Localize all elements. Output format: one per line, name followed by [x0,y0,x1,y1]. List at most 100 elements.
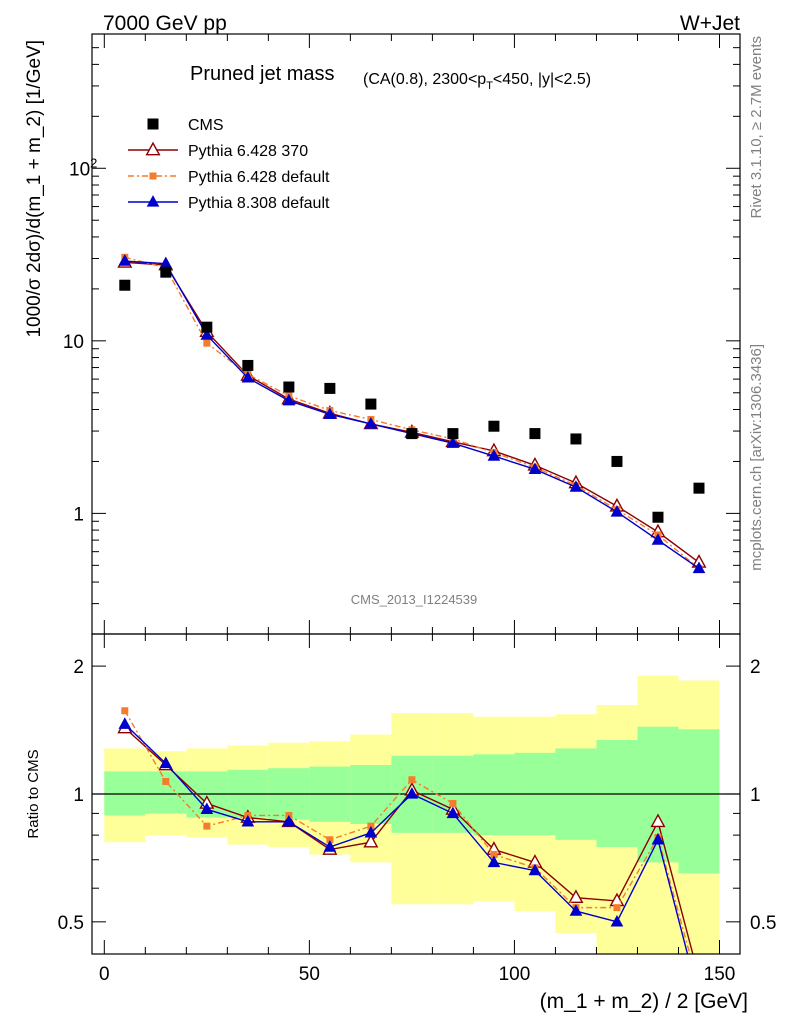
ratio-1-point [490,851,498,859]
ratio-2-point [241,814,255,827]
ratio-1-point [162,777,170,785]
y-tick-label-base: 1 [73,504,84,525]
ratio-2-point [487,855,501,868]
legend-marker-0 [147,118,159,130]
ratio-tick-label-left: 1 [73,785,84,806]
ratio-2-point [118,717,132,729]
ratio-2-point [528,863,542,876]
x-tick-label: 0 [99,964,110,985]
collision-label: 7000 GeV pp [103,12,227,35]
series-line-2 [124,260,700,569]
y-tick-label-base: 10 [69,159,90,180]
ratio-tick-label-left: 0.5 [58,913,84,934]
cms-data-point [693,482,705,494]
mcplots-label: mcplots.cern.ch [arXiv:1306.3436] [748,344,765,571]
ratio-panel: 0.5 0.5 1 1 2 2 0 50 100 150 Ratio to CMS (m_1 + … [25,633,776,1013]
ratio-0-point [650,813,666,828]
watermark: CMS_2013_I1224539 [351,592,478,607]
cms-data-point [570,433,582,445]
cms-data-point [365,398,377,410]
series-2-point [118,254,132,266]
x-axis-label: (m_1 + m_2) / 2 [GeV] [540,990,748,1013]
series-2-point [446,436,460,448]
subtitle-suffix: <450, |y|<2.5) [493,71,591,88]
rivet-label: Rivet 3.1.10, ≥ 2.7M events [748,36,765,219]
y-tick-label: 102 [69,155,97,180]
chart-title: Pruned jet mass [190,63,335,85]
cms-data-point [406,428,418,440]
series-2-point [487,449,501,461]
x-tick-label: 150 [704,964,736,985]
ratio-2-point [282,814,296,827]
series-2-point [159,256,173,269]
series-2-point [323,407,337,420]
ratio-2-point [159,756,173,769]
cms-data-point [652,511,664,523]
ratio-2-point [364,825,378,838]
cms-data-point [242,359,254,371]
series-2-point [241,370,255,383]
series-2-point [610,505,624,517]
ratio-1-point [203,822,211,830]
legend-label-2: Pythia 6.428 default [188,169,330,186]
y-axis-label: 1000/σ 2dσ)/d(m_1 + m_2) [1/GeV] [24,40,45,338]
ratio-0-point [568,889,584,904]
ratio-tick-label-right: 2 [750,657,761,678]
ratio-2-point [651,832,665,845]
series-2-point [528,462,542,475]
ratio-2-point [323,840,337,852]
series-2-point [282,393,296,406]
ratio-2-point [405,787,419,799]
chart-subtitle: (CA(0.8), 2300<pT<450, |y|<2.5) [363,71,591,92]
ratio-1-point [408,776,416,784]
process-label: W+Jet [680,12,740,35]
ratio-lines [117,707,694,954]
x-tick-label: 50 [299,964,320,985]
cms-data-point [447,428,459,440]
ratio-tick-label-right: 1 [750,785,761,806]
series-2-point [364,417,378,429]
ratio-bands [104,675,720,954]
series-2-point [200,328,214,340]
subtitle-prefix: (CA(0.8), 2300<p [363,71,486,88]
series-line-0 [124,261,700,563]
y-tick-label: 1 [73,504,84,525]
cms-data-point [529,428,541,440]
ratio-1-point [326,836,334,844]
x-tick-label: 100 [499,964,531,985]
legend-label-1: Pythia 6.428 370 [188,143,308,160]
ratio-2-point [200,802,214,815]
series-2-point [651,533,665,545]
series-2-point [692,561,706,574]
legend-label-3: Pythia 8.308 default [188,195,330,212]
subtitle-subscript: T [486,80,493,92]
ratio-2-point [446,806,460,819]
cms-data-point [488,420,500,432]
y-tick-label-exponent: 2 [90,155,97,170]
cms-data-point [324,382,336,394]
ratio-2-point [610,914,624,927]
legend-marker-3 [146,195,160,207]
ratio-1-point [121,707,129,715]
cms-data-point [201,321,213,333]
cms-data-point [611,455,623,467]
ratio-2-point [569,904,583,916]
ratio-0-point [363,833,379,848]
ratio-1-point [613,904,621,912]
legend-label-0: CMS [188,117,224,134]
series-2-point [569,480,583,492]
y-tick-label-base: 10 [63,332,84,353]
series-1-point [203,339,211,347]
ratio-1-point [449,799,457,807]
stat-uncertainty-band [473,754,515,836]
cms-data-point [160,266,172,278]
ratio-y-axis-label: Ratio to CMS [25,749,42,838]
series-line-1 [124,256,700,569]
legend: CMS Pythia 6.428 370 Pythia 6.428 default P… [128,117,330,212]
y-tick-label: 10 [63,332,84,353]
ratio-tick-label-left: 2 [73,657,84,678]
cms-data-point [119,279,131,291]
cms-data-point [283,381,295,393]
